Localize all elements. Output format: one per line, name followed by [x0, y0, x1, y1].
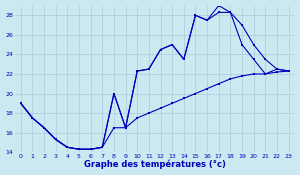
X-axis label: Graphe des températures (°c): Graphe des températures (°c): [84, 160, 226, 169]
